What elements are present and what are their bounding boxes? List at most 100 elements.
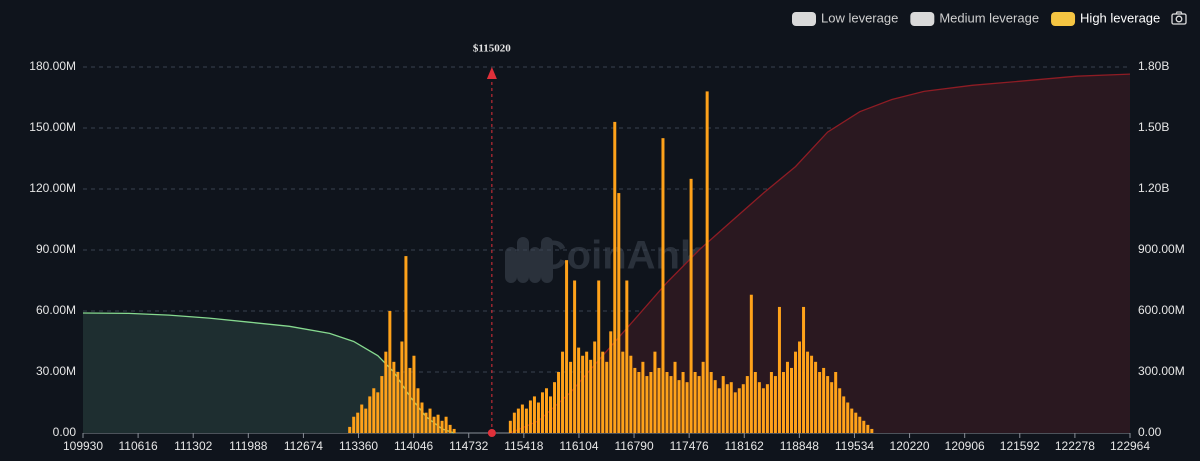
x-tick-label: 113360 <box>339 439 378 453</box>
bar <box>822 367 826 433</box>
bar <box>540 392 544 433</box>
camera-icon[interactable] <box>1171 11 1187 25</box>
bar <box>854 412 858 433</box>
y-tick-label: 180.00M <box>29 59 76 73</box>
bar <box>705 91 709 434</box>
y-tick-label: 90.00M <box>36 242 76 256</box>
bar <box>516 408 520 433</box>
bar <box>376 392 380 433</box>
bar <box>721 376 725 433</box>
bar <box>745 376 749 433</box>
bar <box>440 420 444 433</box>
bar <box>866 424 870 433</box>
bar <box>625 280 629 433</box>
bar <box>452 428 456 433</box>
bar <box>733 392 737 433</box>
bar <box>621 351 625 433</box>
y2-tick-label: 0.00 <box>1138 425 1162 439</box>
bar <box>629 355 633 433</box>
logo-bar <box>529 247 541 283</box>
y2-tick-label: 900.00M <box>1138 242 1185 256</box>
bar <box>396 372 400 433</box>
bar <box>645 376 649 433</box>
bar <box>649 372 653 433</box>
bar <box>581 355 585 433</box>
bar <box>601 351 605 433</box>
bar <box>689 178 693 433</box>
bar <box>633 367 637 433</box>
bar <box>701 361 705 433</box>
x-tick-label: 118848 <box>780 439 819 453</box>
y2-tick-label: 1.80B <box>1138 59 1169 73</box>
bar <box>412 355 416 433</box>
bar <box>549 396 553 433</box>
bar <box>436 414 440 433</box>
price-dot <box>487 429 496 437</box>
bar <box>597 280 601 433</box>
y-tick-label: 0.00 <box>53 425 77 439</box>
bar <box>757 382 761 433</box>
bar <box>577 347 581 433</box>
bar <box>561 351 565 433</box>
bar <box>737 388 741 433</box>
x-tick-label: 114732 <box>449 439 488 453</box>
bar <box>681 372 685 433</box>
x-tick-label: 112674 <box>284 439 323 453</box>
bar <box>842 396 846 433</box>
bar <box>348 426 352 433</box>
y-tick-label: 30.00M <box>36 364 76 378</box>
bar <box>765 384 769 433</box>
x-tick-label: 120220 <box>890 439 930 453</box>
bar <box>508 420 512 433</box>
bar <box>532 396 536 433</box>
bar <box>432 416 436 433</box>
bar <box>741 384 745 433</box>
logo-bar <box>505 247 517 283</box>
x-tick-label: 114046 <box>394 439 433 453</box>
legend-label: High leverage <box>1080 10 1160 25</box>
bar <box>569 361 573 433</box>
logo-bar <box>541 237 553 283</box>
bar <box>617 193 621 433</box>
bar <box>717 388 721 433</box>
bar <box>589 359 593 433</box>
bar <box>364 408 368 433</box>
bar <box>830 382 834 433</box>
bar <box>661 138 665 433</box>
bar <box>424 412 428 433</box>
bar <box>657 367 661 433</box>
legend-swatch <box>792 12 816 26</box>
bar <box>416 388 420 433</box>
x-tick-label: 111302 <box>174 439 213 453</box>
bar <box>512 412 516 433</box>
bar <box>593 341 597 433</box>
x-tick-label: 122964 <box>1110 439 1150 453</box>
x-tick-label: 119534 <box>835 439 874 453</box>
bar <box>769 372 773 433</box>
bar <box>384 351 388 433</box>
bar <box>713 380 717 433</box>
x-tick-label: 115418 <box>504 439 543 453</box>
bar <box>428 408 432 433</box>
bar <box>573 280 577 433</box>
legend-swatch <box>1051 12 1076 26</box>
x-tick-label: 109930 <box>63 439 103 453</box>
bar <box>553 382 557 433</box>
bar <box>814 361 818 433</box>
legend-swatch <box>910 12 935 26</box>
bar <box>870 428 874 433</box>
x-tick-label: 122278 <box>1055 439 1095 453</box>
bar <box>785 361 789 433</box>
bar <box>725 384 729 433</box>
bar <box>806 351 810 433</box>
bar <box>400 341 404 433</box>
y2-tick-label: 1.20B <box>1138 181 1169 195</box>
legend-label: Medium leverage <box>939 10 1039 25</box>
bar <box>802 306 806 433</box>
bar <box>669 376 673 433</box>
bar <box>392 361 396 433</box>
bar <box>773 376 777 433</box>
bar <box>653 351 657 433</box>
bar <box>838 388 842 433</box>
